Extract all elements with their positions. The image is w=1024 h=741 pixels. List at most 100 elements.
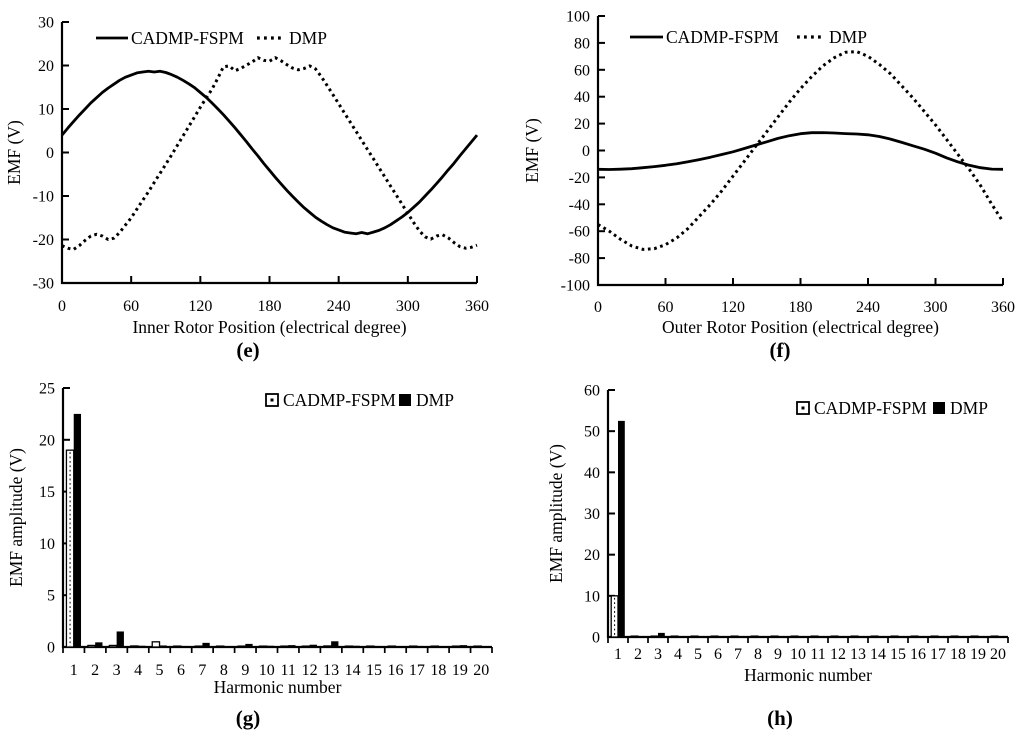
emf-vs-outer-rotor-line-chart: 100 80 60 40 20 0 -20 -40 -60 -80 -100 EMF (V) Outer… xyxy=(522,9,1015,338)
x-axis-category-label: 14 xyxy=(870,646,886,663)
y-axis-title: EMF (V) xyxy=(522,118,542,183)
x-axis-title: Outer Rotor Position (electrical degree) xyxy=(662,317,939,337)
x-axis-category-label: 13 xyxy=(850,646,866,663)
bar-dmp xyxy=(938,636,945,637)
x-axis-category-label: 20 xyxy=(473,662,489,679)
series-line-cadmp-fspm xyxy=(597,131,1004,171)
x-axis-category-label: 17 xyxy=(930,646,946,663)
y-axis-tick-label: -30 xyxy=(33,276,54,293)
bar-dmp xyxy=(878,636,885,637)
y-axis-tick-label: 10 xyxy=(584,588,600,605)
y-axis-tick-label: 20 xyxy=(574,116,590,133)
y-axis-tick-label: -40 xyxy=(569,197,590,214)
bar-dmp xyxy=(95,642,103,647)
x-axis-tick-label: 180 xyxy=(258,298,282,315)
bar-cadmp-fspm xyxy=(301,645,311,648)
x-axis-category-label: 5 xyxy=(694,646,702,663)
x-axis-category-label: 19 xyxy=(970,646,986,663)
bar-cadmp-fspm xyxy=(830,635,839,638)
bar-cadmp-fspm xyxy=(430,645,440,648)
y-axis-tick-label: -80 xyxy=(569,251,590,268)
legend-label-cadmp-fspm: CADMP-FSPM xyxy=(131,28,244,48)
x-axis-category-label: 10 xyxy=(790,646,806,663)
bar-dmp xyxy=(159,645,167,647)
bar-cadmp-fspm xyxy=(387,645,397,648)
bar-cadmp-fspm xyxy=(750,635,759,638)
y-axis-title: EMF amplitude (V) xyxy=(546,444,566,583)
legend-label-cadmp-fspm: CADMP-FSPM xyxy=(814,398,927,418)
legend: CADMP-FSPM DMP xyxy=(265,390,454,410)
bar-dmp xyxy=(778,636,785,637)
bar-dmp xyxy=(718,636,725,637)
bar-dmp xyxy=(138,645,146,647)
x-axis-category-label: 9 xyxy=(241,662,249,679)
bar-dmp xyxy=(223,646,232,647)
bar-cadmp-fspm xyxy=(280,645,289,648)
bar-cadmp-fspm xyxy=(173,645,182,648)
y-axis-tick-label: 50 xyxy=(584,424,600,441)
y-axis-tick-label: 0 xyxy=(46,145,54,162)
y-axis-tick-label: 20 xyxy=(39,432,55,449)
x-axis-tick-label: 300 xyxy=(396,298,420,315)
bar-dmp xyxy=(481,646,489,647)
panel-caption-g: (g) xyxy=(235,706,261,730)
bar-dmp xyxy=(352,645,360,647)
bar-cadmp-fspm xyxy=(194,645,204,648)
bar-dmp xyxy=(116,631,124,647)
y-axis-tick-label: 100 xyxy=(566,9,590,26)
bar-cadmp-fspm xyxy=(237,645,246,648)
bar-cadmp-fspm xyxy=(650,635,659,638)
x-axis-category-label: 15 xyxy=(366,662,382,679)
y-axis-tick-label: -10 xyxy=(33,189,54,206)
y-axis-tick-label: -60 xyxy=(569,224,590,241)
legend-label-dmp: DMP xyxy=(416,390,454,410)
legend-black-swatch xyxy=(933,402,945,414)
y-axis-tick-label: 25 xyxy=(39,381,55,398)
bar-cadmp-fspm xyxy=(910,635,919,638)
bar-cadmp-fspm xyxy=(890,635,899,638)
bar-dmp xyxy=(459,645,468,647)
y-axis-tick-label: -100 xyxy=(561,278,590,295)
x-axis-category-label: 2 xyxy=(91,662,99,679)
x-axis-category-label: 7 xyxy=(198,662,206,679)
bar-dmp xyxy=(374,645,382,647)
bar-cadmp-fspm xyxy=(108,644,118,648)
x-axis-category-label: 6 xyxy=(177,662,185,679)
x-axis-category-label: 13 xyxy=(323,662,339,679)
x-axis-category-label: 1 xyxy=(614,646,622,663)
x-axis-category-label: 1 xyxy=(70,662,78,679)
legend: CADMP-FSPM DMP xyxy=(796,398,988,418)
x-axis-category-label: 8 xyxy=(220,662,228,679)
y-axis-tick-label: 30 xyxy=(38,15,54,32)
bar-dmp xyxy=(858,636,865,637)
y-axis-tick-label: 30 xyxy=(584,506,600,523)
y-axis-title: EMF (V) xyxy=(4,120,24,185)
legend: CADMP-FSPM DMP xyxy=(96,28,327,48)
legend-black-swatch xyxy=(399,394,411,406)
x-axis-tick-label: 180 xyxy=(789,299,813,316)
bar-cadmp-fspm xyxy=(87,644,96,648)
bar-cadmp-fspm xyxy=(690,635,699,638)
x-axis-category-label: 10 xyxy=(259,662,275,679)
bar-cadmp-fspm xyxy=(151,641,161,648)
x-axis-tick-label: 120 xyxy=(721,299,745,316)
x-axis-tick-label: 60 xyxy=(658,299,674,316)
bar-dmp xyxy=(918,636,925,637)
panel-f: 100 80 60 40 20 0 -20 -40 -60 -80 -100 EMF (V) Outer… xyxy=(512,0,1024,362)
bar-dmp xyxy=(638,636,645,637)
x-axis-category-label: 18 xyxy=(950,646,966,663)
x-axis-category-label: 8 xyxy=(754,646,762,663)
x-axis-tick-label: 120 xyxy=(188,298,212,315)
bar-cadmp-fspm xyxy=(215,645,225,648)
x-axis-tick-label: 60 xyxy=(123,298,139,315)
bar-dmp xyxy=(331,641,339,647)
bar-dmp xyxy=(838,636,845,637)
x-axis-category-label: 17 xyxy=(409,662,425,679)
bar-dmp xyxy=(245,643,253,647)
bar-dmp xyxy=(798,636,805,637)
y-axis-tick-label: 60 xyxy=(574,62,590,79)
bar-cadmp-fspm xyxy=(670,635,679,638)
axis-frame xyxy=(596,16,1003,287)
x-axis-tick-label: 240 xyxy=(327,298,351,315)
